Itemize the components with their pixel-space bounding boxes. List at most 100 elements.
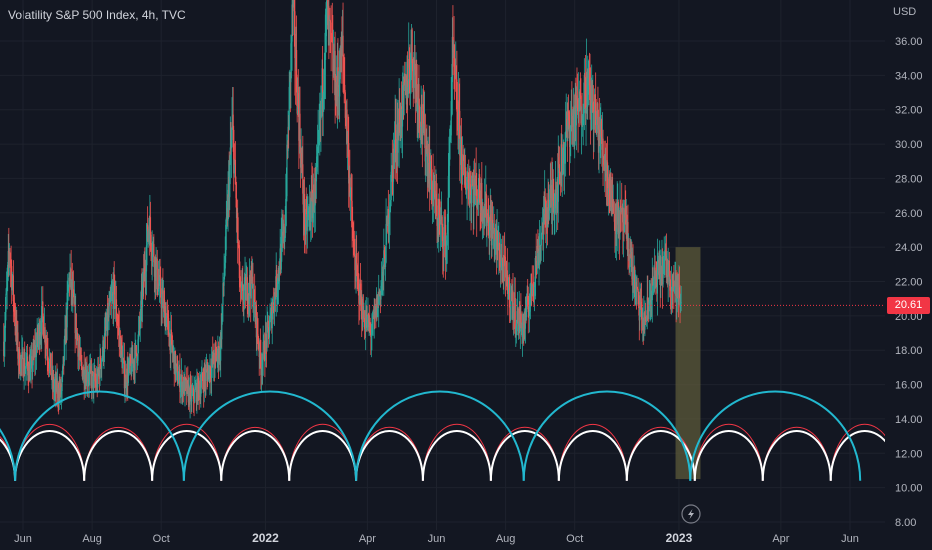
candle-body bbox=[57, 384, 59, 399]
candle-body bbox=[566, 118, 568, 126]
lightning-icon[interactable] bbox=[681, 504, 701, 524]
candle-body bbox=[53, 388, 55, 392]
candle-body bbox=[589, 85, 591, 90]
candle-body bbox=[531, 273, 533, 284]
candle-body bbox=[600, 121, 602, 137]
candle-body bbox=[35, 343, 38, 355]
candle-body bbox=[24, 357, 26, 372]
candle-body bbox=[451, 36, 453, 83]
cycle-arc bbox=[421, 430, 492, 481]
candle-body bbox=[540, 233, 542, 246]
candle-body bbox=[388, 210, 391, 225]
candle-body bbox=[194, 389, 196, 402]
candle-body bbox=[170, 329, 172, 355]
candle-body bbox=[10, 263, 12, 267]
candle-body bbox=[94, 372, 96, 382]
candle-body bbox=[21, 351, 23, 360]
candle-body bbox=[349, 192, 352, 198]
candle-body bbox=[536, 245, 538, 269]
candle-body bbox=[390, 200, 392, 207]
candle-body bbox=[189, 385, 191, 405]
candle-body bbox=[158, 274, 161, 286]
candle-body bbox=[126, 387, 128, 389]
candle-body bbox=[485, 193, 487, 226]
candle-body bbox=[105, 326, 107, 331]
candle-body bbox=[344, 84, 346, 93]
candle-body bbox=[668, 260, 670, 285]
candle-body bbox=[343, 71, 345, 85]
candle-body bbox=[506, 262, 508, 271]
candle-body bbox=[25, 366, 27, 369]
candle-body bbox=[47, 361, 50, 366]
candle-body bbox=[633, 279, 635, 285]
candle-body bbox=[7, 264, 9, 279]
candle-body bbox=[606, 162, 609, 189]
candle-body bbox=[32, 349, 34, 366]
candle-body bbox=[109, 298, 111, 306]
candle-body bbox=[350, 187, 353, 201]
candle-body bbox=[576, 99, 579, 112]
grid-lines bbox=[0, 0, 885, 530]
candle-body bbox=[44, 327, 46, 345]
candle-body bbox=[597, 103, 599, 126]
candle-body bbox=[46, 343, 48, 348]
candle-body bbox=[527, 306, 529, 312]
candle-body bbox=[231, 126, 233, 141]
candle-body bbox=[65, 315, 67, 345]
candle-body bbox=[497, 230, 499, 251]
candle-body bbox=[113, 274, 115, 309]
candle-body bbox=[544, 197, 546, 201]
candle-body bbox=[516, 311, 518, 324]
candle-body bbox=[287, 126, 289, 152]
candle-body bbox=[370, 335, 372, 338]
candle-body bbox=[134, 345, 136, 371]
candle-body bbox=[233, 159, 235, 174]
candle-body bbox=[84, 383, 86, 385]
candle-body bbox=[527, 295, 529, 307]
candle-body bbox=[258, 344, 260, 348]
candle-body bbox=[373, 311, 375, 318]
candle-body bbox=[111, 293, 113, 297]
candle-body bbox=[476, 185, 478, 208]
candle-body bbox=[649, 300, 651, 303]
candle-body bbox=[646, 319, 648, 322]
x-tick-label: Jun bbox=[428, 533, 446, 545]
candle-body bbox=[561, 171, 563, 174]
x-axis: Jun Aug Oct 2022 Apr Jun Aug Oct 2023 Apr Jun bbox=[14, 531, 859, 545]
candle-body bbox=[463, 159, 465, 176]
candle-body bbox=[251, 265, 253, 279]
candle-body bbox=[459, 138, 461, 156]
candle-body bbox=[171, 345, 174, 353]
candle-body bbox=[101, 359, 103, 369]
candle-body bbox=[310, 221, 312, 223]
candle-body bbox=[583, 113, 585, 119]
candle-body bbox=[365, 320, 367, 332]
cycle-arc bbox=[151, 424, 222, 481]
candle-body bbox=[407, 86, 409, 98]
candle-body bbox=[205, 370, 207, 382]
candle-body bbox=[150, 250, 153, 258]
candle-body bbox=[441, 216, 443, 228]
candle-body bbox=[191, 392, 193, 394]
candle-body bbox=[326, 0, 328, 13]
candle-body bbox=[669, 279, 672, 291]
candle-body bbox=[444, 224, 447, 261]
candle-body bbox=[548, 207, 550, 220]
candle-body bbox=[97, 367, 99, 388]
candle-body bbox=[363, 318, 366, 329]
candle-body bbox=[654, 267, 656, 280]
candle-body bbox=[637, 288, 639, 292]
candle-body bbox=[155, 263, 157, 282]
candle-body bbox=[449, 135, 451, 139]
candle-body bbox=[422, 104, 425, 114]
candle-body bbox=[533, 285, 536, 287]
candle-body bbox=[197, 377, 200, 385]
cycle-arc bbox=[355, 390, 525, 481]
candle-body bbox=[190, 385, 192, 387]
cycle-arc bbox=[693, 430, 764, 481]
candle-body bbox=[3, 340, 5, 356]
candle-body bbox=[11, 266, 13, 291]
candle-body bbox=[230, 140, 233, 149]
candle-body bbox=[583, 75, 585, 114]
